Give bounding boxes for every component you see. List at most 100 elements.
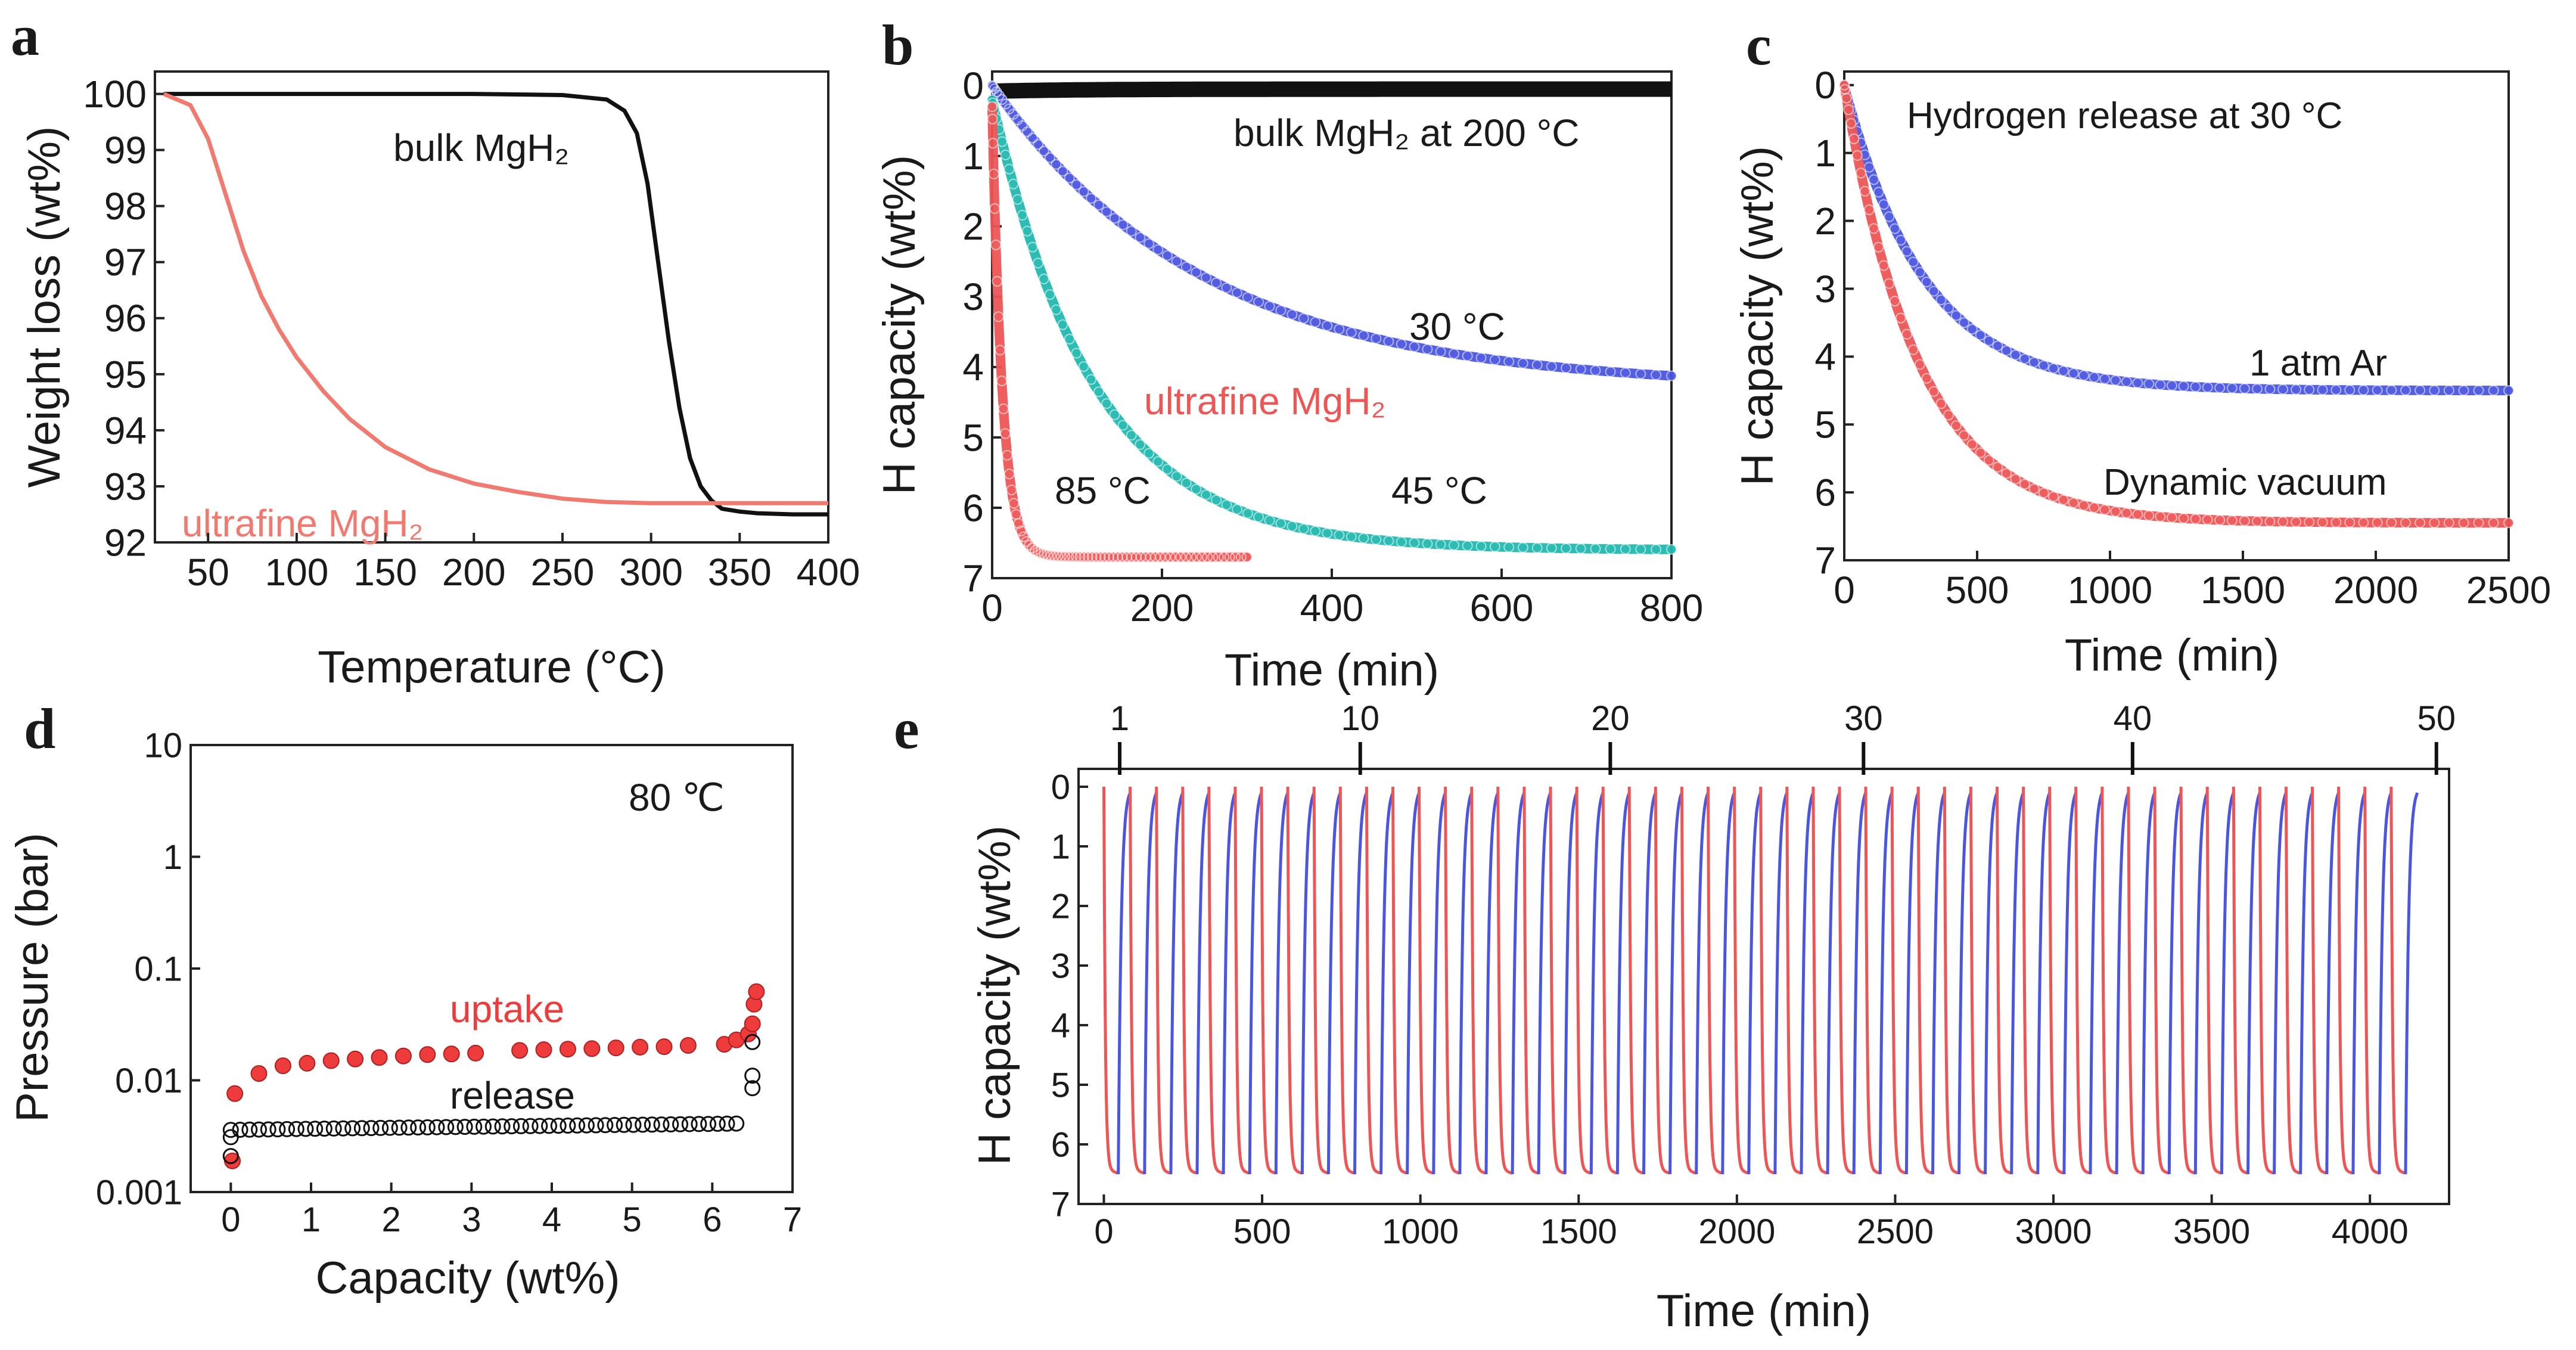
panel-e-ytick-label: 3	[1051, 946, 1070, 985]
panel-c-series-point	[2443, 517, 2454, 529]
panel-e-uptake-line	[1668, 792, 1683, 1175]
panel-e-xtick-label: 2500	[1857, 1212, 1934, 1251]
panel-b-series-point	[1000, 428, 1011, 439]
panel-b-series-point	[1170, 551, 1181, 563]
panel-e-release-line	[1338, 786, 1355, 1175]
panel-c-series-point	[2058, 494, 2069, 505]
panel-d-release-point	[625, 1116, 642, 1133]
panel-c-series-point	[2028, 483, 2040, 495]
panel-c-series-point	[2089, 372, 2100, 383]
panel-e-xtick-label: 1500	[1540, 1212, 1617, 1251]
panel-e-release-line	[1996, 786, 2012, 1175]
panel-d-xtick-label: 6	[703, 1200, 722, 1239]
panel-e-uptake-line	[2325, 792, 2340, 1175]
panel-a-ytick-label: 95	[104, 353, 147, 396]
panel-e-release-line	[1286, 786, 1303, 1175]
panel-e-ytick-label: 5	[1051, 1066, 1070, 1104]
panel-d-release-point	[251, 1121, 267, 1138]
panel-e-uptake-line	[2193, 792, 2209, 1175]
panel-b-series-point	[1064, 172, 1075, 184]
panel-b-series-point	[1175, 551, 1186, 563]
panel-b-series-point	[1224, 551, 1235, 563]
panel-b-series-point	[1242, 508, 1253, 519]
panel-c-series-point	[2068, 497, 2079, 508]
panel-a-ytick-label: 97	[104, 241, 147, 284]
panel-d-uptake-point	[274, 1057, 291, 1075]
panel-b-series-point	[1503, 356, 1515, 367]
panel-d-release-point	[532, 1118, 548, 1134]
panel-c-xtick-label: 1500	[2201, 569, 2285, 612]
panel-b-series-point	[1605, 366, 1616, 377]
panel-e-uptake-line	[1458, 792, 1474, 1175]
panel-b-series-point	[990, 239, 1002, 250]
panel-b-series-point	[1462, 540, 1473, 551]
panel-c-series-point	[1935, 294, 1947, 306]
panel-b-series-point	[1191, 551, 1202, 563]
panel-b-series-point	[1561, 362, 1572, 374]
panel-c-annotation-ar: 1 atm Ar	[2249, 343, 2387, 384]
panel-b-series-point	[1346, 531, 1357, 542]
panel-b-series-point	[1104, 551, 1114, 563]
panel-b-series-point	[1079, 551, 1090, 563]
panel-e-release-line	[1601, 786, 1618, 1175]
panel-c-series-point	[1868, 174, 1879, 185]
panel-d-uptake-point	[250, 1065, 268, 1082]
panel-e-release-line	[1811, 786, 1828, 1175]
panel-b-series-point	[998, 403, 1009, 414]
panel-c-series-point	[2429, 385, 2440, 396]
panel-e-release-line	[1496, 786, 1513, 1175]
panel-b-series-point	[1059, 551, 1071, 562]
panel-e-release-line	[2153, 786, 2170, 1175]
panel-b-series-point	[1180, 261, 1192, 272]
panel-c-series-point	[1983, 335, 1994, 346]
panel-c-series-point	[1950, 420, 1962, 432]
panel-d-release-point	[222, 1122, 239, 1138]
panel-c-series-point	[2277, 516, 2289, 527]
panel-d-uptake-point	[744, 1015, 761, 1032]
panel-e-release-line	[2100, 786, 2117, 1175]
panel-b-series-point	[1575, 364, 1586, 375]
panel-b-xlabel: Time (min)	[1225, 645, 1439, 696]
panel-c-ytick-label: 7	[1814, 539, 1836, 582]
panel-d-release-point	[484, 1118, 501, 1135]
panel-d-uptake-point	[419, 1046, 436, 1063]
panel-c-series-point	[1843, 104, 1854, 115]
panel-d-uptake-point	[748, 983, 765, 1000]
panel-c-series-point	[2132, 377, 2143, 389]
panel-c-series-point	[2415, 384, 2426, 396]
panel-c-series-point	[2358, 517, 2369, 528]
panel-b-xtick-label: 800	[1640, 586, 1704, 629]
panel-b-series-point	[1022, 126, 1033, 138]
panel-b-series-point	[1086, 551, 1098, 563]
panel-b-series-point	[1033, 139, 1044, 150]
panel-e-uptake-line	[1511, 792, 1526, 1175]
panel-c-ytick-label: 4	[1814, 336, 1836, 378]
panel-d-release-point	[616, 1116, 632, 1133]
panel-b-series-point	[1275, 305, 1287, 316]
panel-b-series-point	[1090, 551, 1102, 563]
panel-a-xtick-label: 200	[442, 551, 506, 594]
panel-b-series-point	[1489, 354, 1500, 365]
panel-b-series-point	[1171, 471, 1182, 482]
panel-c-series-point	[2166, 380, 2177, 391]
panel-b-series-point	[1666, 370, 1677, 381]
panel-b-series-point	[1003, 468, 1015, 480]
panel-e-release-line	[2258, 786, 2275, 1175]
panel-e-release-line	[1391, 786, 1408, 1175]
panel-c-series-point	[2166, 512, 2177, 523]
panel-e-release-line	[1575, 786, 1592, 1175]
panel-e-uptake-line	[1537, 792, 1552, 1175]
panel-c-series-point	[1907, 256, 1919, 268]
panel-b-ytick-label: 6	[962, 486, 984, 529]
panel-b-annotation-ultrafine: ultrafine MgH₂	[1144, 380, 1385, 423]
panel-b-series-point	[1201, 489, 1211, 501]
panel-e-uptake-line	[1800, 792, 1815, 1175]
panel-d-release-point	[438, 1119, 455, 1135]
panel-e-uptake-line	[1484, 792, 1500, 1175]
panel-e-uptake-line	[2378, 792, 2393, 1175]
panel-c-series-point	[2121, 507, 2132, 519]
panel-c-series-point	[2358, 384, 2369, 396]
panel-b-series-point	[1049, 550, 1060, 561]
panel-b-series-point	[1211, 277, 1222, 288]
